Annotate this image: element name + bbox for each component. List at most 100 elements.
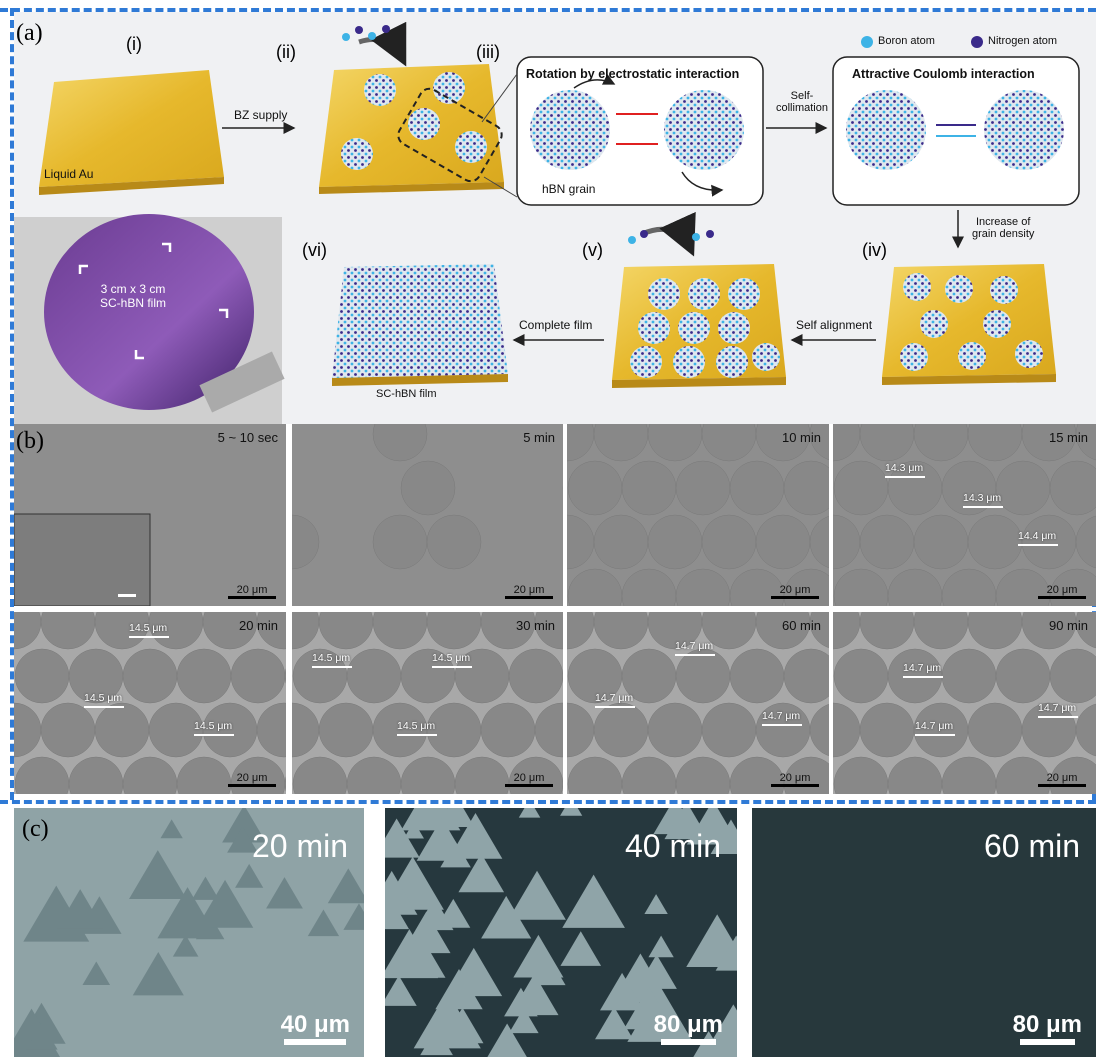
grain-size-label: 14.3 μm [963,492,1001,504]
grain-size-measurement: 14.4 μm [1018,530,1058,546]
scale-bar: 20 μm [1038,584,1086,600]
sem-time-label: 5 min [523,430,555,445]
grain-size-label: 14.5 μm [312,652,350,664]
self-alignment-label: Self alignment [796,318,872,332]
scale-bar: 20 μm [771,772,819,788]
double-arrow-icon [194,734,234,736]
grain-size-label: 14.5 μm [129,622,167,634]
grain-size-measurement: 14.7 μm [675,640,715,656]
boron-legend-dot [861,36,873,48]
grain-size-measurement: 14.7 μm [762,710,802,726]
sem-time-label: 30 min [516,618,555,633]
scale-bar-label: 20 μm [1047,772,1078,784]
grain-size-label: 14.7 μm [675,640,713,652]
sem-image: 5 min20 μm14.7 μm14.5 μm14.2 μm [292,424,563,606]
double-arrow-icon [903,676,943,678]
grain-size-label: 14.5 μm [84,692,122,704]
grain-size-label: 14.4 μm [1018,530,1056,542]
grain-size-measurement: 14.5 μm [129,622,169,638]
grain-size-measurement: 14.7 μm [915,720,955,736]
double-arrow-icon [129,636,169,638]
optical-image: 60 min 80 μm [752,808,1096,1057]
sem-time-label: 20 min [239,618,278,633]
scale-bar: 80 μm [654,1011,723,1047]
panel-c-label: (c) [22,816,49,843]
grain-size-measurement: 14.7 μm [903,662,943,678]
scale-bar-line [284,1039,346,1045]
step-i-label: (i) [126,34,142,55]
double-arrow-icon [1038,716,1078,718]
sem-image: 15 min 20 μm 14.3 μm 14.3 μm 14.4 μm [833,424,1096,606]
scale-bar-label: 20 μm [514,584,545,596]
panel-a-label: (a) [16,20,43,47]
grain-size-label: 14.5 μm [194,720,232,732]
double-arrow-icon [397,734,437,736]
panel-a: (a) (i) (ii) (iii) (iv) (v) (vi) Liquid … [14,12,1096,424]
increase-density-label: Increase of grain density [972,216,1034,240]
self-collimation-label: Self- collimation [776,90,828,114]
grain-size-measurement: 14.7 μm [1038,702,1078,718]
scale-bar-label: 80 μm [1013,1011,1082,1038]
double-arrow-icon [1018,544,1058,546]
scale-bar-line [505,596,553,599]
hbn-grain-label: hBN grain [542,182,595,196]
step-iv-label: (iv) [862,240,887,261]
scale-bar-label: 80 μm [654,1011,723,1038]
step-v-label: (v) [582,240,603,261]
scale-bar: 80 μm [1013,1011,1082,1047]
sem-image: 20 min 20 μm 14.5 μm 14.5 μm 14.5 μm [14,612,286,794]
grain-size-measurement: 14.5 μm [312,652,352,668]
grain-size-measurement: 14.3 μm [885,462,925,478]
rotation-box-title: Rotation by electrostatic interaction [526,67,739,81]
grain-size-label: 14.7 μm [595,692,633,704]
grain-size-label: 14.7 μm [903,662,941,674]
liquid-au-label: Liquid Au [44,167,93,181]
scale-bar-line [505,784,553,787]
sem-image: 60 min 20 μm 14.7 μm 14.7 μm 14.7 μm [567,612,829,794]
boron-legend-label: Boron atom [878,35,935,47]
scale-bar: 40 μm [281,1011,350,1047]
scale-bar: 20 μm [505,584,553,600]
complete-film-label: Complete film [519,318,592,332]
sem-time-label: 15 min [1049,430,1088,445]
nitrogen-legend-label: Nitrogen atom [988,35,1057,47]
double-arrow-icon [963,506,1003,508]
scale-bar-label: 20 μm [514,772,545,784]
grain-size-label: 14.5 μm [397,720,435,732]
scale-bar-line [771,596,819,599]
optical-image: 20 min 40 μm [14,808,364,1057]
step-vi-label: (vi) [302,240,327,261]
double-arrow-icon [595,706,635,708]
grain-size-measurement: 14.5 μm [397,720,437,736]
grain-size-label: 14.7 μm [762,710,800,722]
step-ii-label: (ii) [276,42,296,63]
scale-bar-label: 20 μm [237,772,268,784]
grain-size-measurement: 14.5 μm [84,692,124,708]
scale-bar: 20 μm [228,584,276,600]
scale-bar-label: 40 μm [281,1011,350,1038]
scale-bar-label: 20 μm [780,772,811,784]
scale-bar-line [228,596,276,599]
sem-image: 10 min20 μm14.7 μm14.5 μm14.1 μm [567,424,829,606]
sc-film-label: SC-hBN film [376,388,437,400]
sem-time-label: 10 min [782,430,821,445]
scale-bar: 20 μm [228,772,276,788]
sem-image: 30 min 20 μm 14.5 μm 14.5 μm 14.5 μm [292,612,563,794]
sem-time-label: 60 min [782,618,821,633]
grain-size-label: 14.3 μm [885,462,923,474]
scale-bar: 20 μm [771,584,819,600]
grain-size-measurement: 14.5 μm [432,652,472,668]
divider-mid [0,800,1096,804]
grain-size-label: 14.5 μm [432,652,470,664]
grain-size-label: 14.7 μm [915,720,953,732]
scale-bar-line [661,1039,716,1045]
double-arrow-icon [885,476,925,478]
scale-bar-label: 20 μm [237,584,268,596]
scale-bar-line [1020,1039,1075,1045]
wafer-size-label: 3 cm x 3 cm SC-hBN film [100,282,166,310]
double-arrow-icon [675,654,715,656]
step-iii-label: (iii) [476,42,500,63]
scale-bar: 20 μm [1038,772,1086,788]
grain-size-measurement: 14.7 μm [595,692,635,708]
coulomb-box-title: Attractive Coulomb interaction [852,67,1035,81]
